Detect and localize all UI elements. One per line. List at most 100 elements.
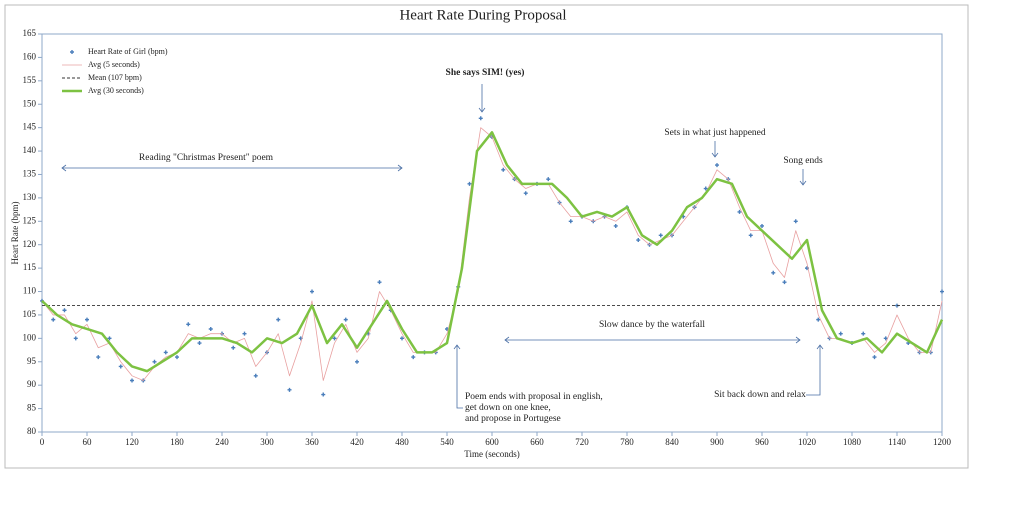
data-point [883,336,888,341]
x-tick-label: 180 [170,437,184,447]
data-point [737,209,742,214]
data-point [613,223,618,228]
annotation: Sets in what just happened [664,128,766,138]
y-tick-label: 150 [23,98,37,108]
annotation-arrow [799,169,807,186]
x-tick-label: 960 [755,437,769,447]
y-tick-label: 120 [23,239,37,249]
data-point [400,336,404,341]
annotation-arrow [504,336,801,344]
legend-label: Avg (5 seconds) [88,60,140,69]
data-point [62,308,67,313]
data-point [73,336,78,341]
data-point [760,223,764,228]
x-tick-label: 600 [485,437,499,447]
y-axis-label: Heart Rate (bpm) [10,202,20,265]
x-tick-label: 480 [395,437,409,447]
legend-label: Heart Rate of Girl (bpm) [88,47,168,56]
data-point [231,345,236,350]
y-tick-label: 110 [23,286,37,296]
data-point [568,219,573,224]
y-tick-label: 155 [23,75,37,85]
x-tick-label: 720 [575,437,589,447]
x-tick-label: 240 [215,437,229,447]
data-point [715,163,719,168]
y-tick-label: 80 [27,426,37,436]
y-tick-label: 130 [23,192,37,202]
annotation: get down on one knee, [465,403,551,413]
x-tick-label: 540 [440,437,454,447]
legend-label: Mean (107 bpm) [88,73,142,82]
annotation-arrow [806,344,824,396]
data-point [197,341,202,346]
data-point [242,331,247,336]
data-point [287,387,292,392]
y-tick-label: 135 [23,169,37,179]
data-point [130,378,134,383]
data-point [467,181,472,186]
data-point [343,317,348,322]
annotation: Song ends [783,156,823,166]
x-tick-label: 1080 [843,437,862,447]
data-point [501,167,506,172]
y-tick-label: 125 [23,215,37,225]
data-point [782,280,787,285]
data-point [310,289,314,294]
y-tick-label: 100 [23,332,37,342]
data-point [636,238,641,243]
x-tick-label: 120 [125,437,139,447]
x-tick-label: 660 [530,437,544,447]
y-tick-label: 145 [23,122,37,132]
annotation: She says SIM! (yes) [446,67,525,78]
plot-border [41,33,943,433]
x-tick-label: 1140 [888,437,906,447]
data-point [703,186,708,191]
data-point [377,280,382,285]
y-tick-label: 165 [23,28,37,38]
data-point [96,355,101,360]
x-tick-label: 1020 [798,437,817,447]
data-point [118,364,123,369]
data-point [771,270,776,275]
annotation-arrow [61,164,403,172]
data-point [186,322,191,327]
chart-title: Heart Rate During Proposal [399,7,566,23]
x-tick-label: 60 [83,437,93,447]
x-tick-label: 0 [40,437,45,447]
data-point [355,359,359,364]
data-point [253,373,258,378]
series-line [41,127,943,381]
data-point [546,177,551,182]
x-tick-label: 840 [665,437,679,447]
data-point [411,355,416,360]
data-point [85,317,89,322]
y-tick-label: 105 [23,309,37,319]
data-point [51,317,56,322]
x-tick-label: 360 [305,437,319,447]
data-point [816,317,821,322]
data-point [523,191,528,196]
data-point [152,359,157,364]
data-point [658,233,663,238]
annotation: Slow dance by the waterfall [599,319,705,330]
annotation-arrow [711,141,719,158]
annotation: and propose in Portugese [465,414,561,424]
annotation-arrow [478,84,486,113]
annotations: Reading "Christmas Present" poem She say… [61,67,824,424]
data-point [861,331,866,336]
y-tick-label: 85 [27,403,37,413]
x-tick-label: 780 [620,437,634,447]
y-tick-label: 160 [23,51,37,61]
data-point [163,350,168,355]
x-tick-label: 1200 [933,437,952,447]
legend-marker [70,50,74,54]
annotation: Sit back down and relax [714,390,806,400]
data-point [940,289,944,294]
data-point [478,116,483,121]
data-point [107,336,112,341]
y-tick-label: 90 [27,379,37,389]
data-point [175,355,179,360]
x-axis-label: Time (seconds) [464,449,519,459]
y-tick-label: 95 [27,356,37,366]
